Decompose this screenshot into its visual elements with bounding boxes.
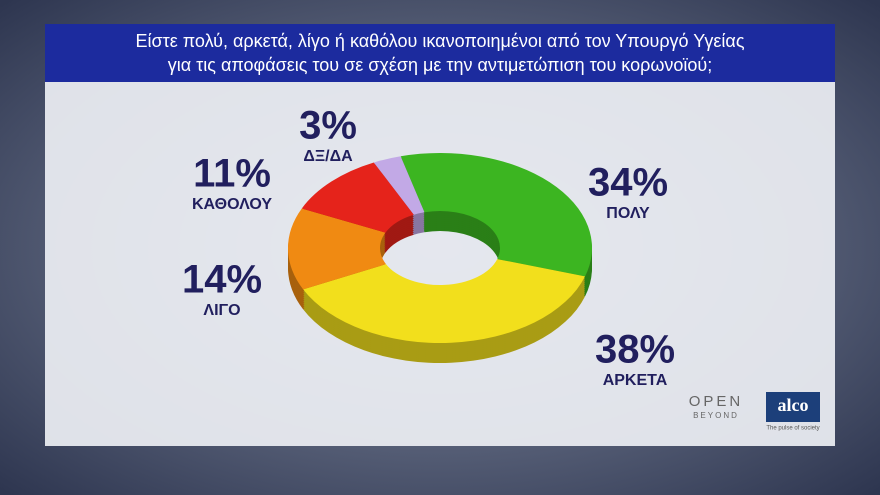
category-label: ΠΟΛΥ bbox=[606, 205, 650, 222]
logo-box bbox=[766, 392, 820, 422]
category-label: ΑΡΚΕΤΑ bbox=[603, 372, 668, 389]
logo-text: alco bbox=[778, 395, 809, 415]
chart-title: Είστε πολύ, αρκετά, λίγο ή καθόλου ικανο… bbox=[135, 31, 744, 51]
title-bar bbox=[45, 24, 835, 82]
value-label: 14% bbox=[182, 258, 262, 302]
logo-text: OPEN bbox=[689, 393, 744, 410]
slice bbox=[303, 259, 586, 344]
logo-text: BEYOND bbox=[693, 411, 739, 420]
slice bbox=[288, 208, 386, 290]
slice bbox=[373, 156, 425, 215]
category-label: ΚΑΘΟΛΟΥ bbox=[192, 196, 272, 213]
value-label: 3% bbox=[299, 104, 357, 148]
value-label: 34% bbox=[588, 161, 668, 205]
chart-title: για τις αποφάσεις του σε σχέση με την αν… bbox=[168, 55, 713, 75]
category-label: ΔΞ/ΔΑ bbox=[303, 148, 353, 165]
value-label: 11% bbox=[193, 152, 271, 196]
category-label: ΛΙΓΟ bbox=[203, 302, 240, 319]
logo-text: The pulse of society bbox=[766, 426, 819, 432]
value-label: 38% bbox=[595, 328, 675, 372]
panel bbox=[45, 82, 835, 446]
slice bbox=[400, 153, 593, 277]
slice bbox=[301, 162, 414, 233]
